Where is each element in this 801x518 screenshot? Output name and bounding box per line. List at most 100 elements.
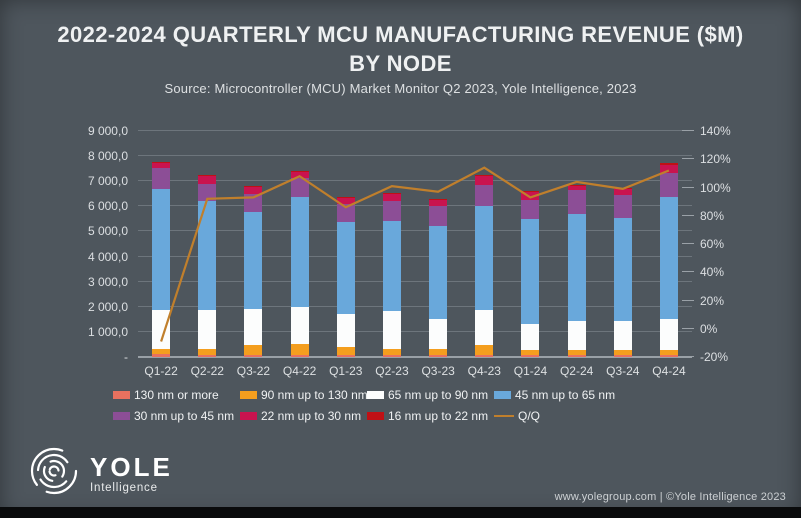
bar-segment	[152, 168, 171, 189]
chart-title-line1: 2022-2024 QUARTERLY MCU MANUFACTURING RE…	[57, 22, 744, 47]
legend-label: 22 nm up to 30 nm	[261, 409, 362, 423]
bar-segment	[290, 354, 309, 357]
bar-slot	[230, 131, 276, 357]
y-axis-right-label: 0%	[700, 321, 718, 336]
bar-segment	[429, 318, 448, 349]
bar-segment	[152, 188, 171, 311]
bar-segment	[336, 313, 355, 347]
bar-segment	[382, 193, 401, 195]
legend-color-swatch	[113, 412, 130, 420]
bar-segment	[198, 354, 217, 357]
bar-segment	[382, 220, 401, 312]
y-axis-right-tick	[682, 130, 694, 131]
bar-segment	[521, 219, 540, 324]
right-axis-ticks	[682, 130, 694, 357]
y-axis-right-tick	[682, 214, 694, 216]
bar-segment	[475, 354, 494, 357]
chart-source: Source: Microcontroller (MCU) Market Mon…	[164, 81, 637, 96]
bar-segment	[382, 311, 401, 349]
bar-slot	[277, 131, 323, 357]
bar-Q2-24	[567, 131, 586, 357]
y-axis-left-label: -	[124, 350, 128, 364]
bar-segment	[336, 196, 355, 198]
bar-segment	[659, 164, 678, 174]
bar-segment	[521, 200, 540, 220]
bar-segment	[567, 184, 586, 186]
bar-segment	[152, 310, 171, 349]
y-axis-right-tick	[682, 327, 694, 329]
y-axis-right-label: 80%	[700, 208, 725, 223]
bar-segment	[613, 320, 632, 351]
y-axis-right-label: 100%	[700, 180, 731, 195]
x-axis-label: Q3-24	[606, 364, 640, 378]
bar-segment	[290, 170, 309, 172]
legend-item: 130 nm or more	[113, 388, 240, 402]
bar-segment	[567, 214, 586, 321]
bar-segment	[382, 348, 401, 355]
bar-segment	[613, 195, 632, 218]
legend-item: 90 nm up to 130 nm	[240, 388, 368, 402]
bar-segment	[429, 348, 448, 355]
x-axis-label: Q2-23	[375, 364, 409, 378]
legend-color-swatch	[367, 391, 384, 399]
x-axis-label: Q4-23	[467, 364, 501, 378]
bar-segment	[198, 200, 217, 311]
bar-Q3-22	[244, 131, 263, 357]
y-axis-left-label: 6 000,0	[87, 199, 128, 214]
bar-slot	[600, 131, 646, 357]
x-axis-label: Q4-22	[282, 364, 317, 378]
bar-segment	[244, 345, 263, 355]
bar-segment	[475, 309, 494, 345]
y-axis-left-label: 5 000,0	[87, 224, 128, 239]
bar-segment	[382, 355, 401, 357]
yole-logo: YOLE Intelligence	[26, 443, 173, 504]
bar-Q4-23	[475, 131, 494, 357]
bar-segment	[475, 185, 494, 207]
x-axis-label: Q1-23	[329, 364, 363, 378]
bar-Q3-23	[429, 131, 448, 357]
legend-item: 16 nm up to 22 nm	[367, 409, 494, 423]
bar-segment	[429, 199, 448, 201]
y-axis-right-tick	[682, 243, 694, 244]
qq-line	[160, 166, 670, 342]
bar-segment	[475, 175, 494, 177]
bar-segment	[659, 197, 678, 319]
bar-segment	[613, 350, 632, 356]
bar-segment	[290, 307, 309, 344]
footer-credit: www.yolegroup.com | ©Yole Intelligence 2…	[554, 491, 786, 503]
y-axis-right-label: 40%	[700, 265, 725, 280]
bar-segment	[567, 349, 586, 356]
bar-slot	[554, 131, 600, 357]
gridline	[138, 280, 692, 282]
bar-segment	[521, 191, 540, 201]
x-axis-label: Q4-24	[652, 364, 686, 378]
bar-segment	[429, 206, 448, 227]
bar-segment	[613, 355, 632, 357]
y-axis-left-label: 4 000,0	[87, 249, 128, 264]
y-axis-right-tick	[682, 271, 694, 273]
yole-logo-subtitle: Intelligence	[90, 481, 158, 494]
gridline	[138, 155, 692, 157]
yole-spiral-logo-icon	[26, 443, 82, 504]
bar-segment	[290, 178, 309, 197]
bar-segment	[336, 222, 355, 314]
legend-item: 65 nm up to 90 nm	[367, 388, 494, 402]
bar-segment	[336, 204, 355, 223]
legend-item: Q/Q	[494, 409, 713, 423]
bar-segment	[659, 355, 678, 357]
y-axis-right-tick	[682, 356, 694, 357]
legend-color-swatch	[113, 391, 130, 399]
bar-segment	[521, 350, 540, 356]
bar-segment	[659, 173, 678, 198]
bar-segment	[198, 183, 217, 201]
bar-segment	[152, 162, 171, 169]
bar-segment	[521, 323, 540, 351]
gridline	[138, 130, 692, 131]
bar-slot	[461, 131, 507, 357]
bar-segment	[475, 176, 494, 186]
bar-Q2-23	[382, 131, 401, 357]
bar-segment	[198, 310, 217, 349]
yole-logo-text: YOLE Intelligence	[90, 454, 173, 494]
bar-segment	[198, 175, 217, 177]
bar-segment	[152, 162, 171, 163]
